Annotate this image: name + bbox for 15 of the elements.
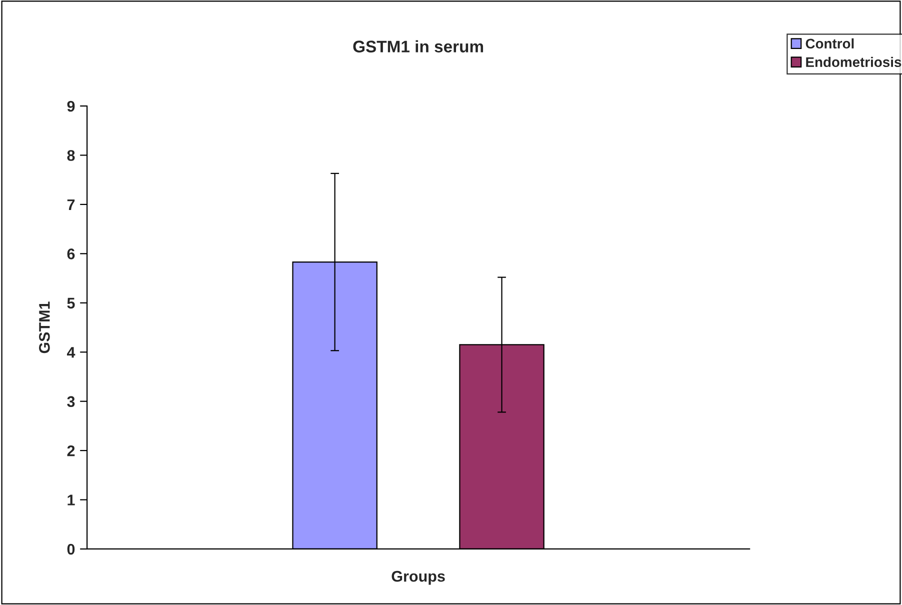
y-tick-label: 9: [67, 100, 75, 112]
y-tick-label: 0: [67, 544, 75, 555]
y-axis-title: GSTM1: [39, 302, 50, 354]
chart-title: GSTM1 in serum: [353, 40, 484, 52]
legend-label: Endometriosis: [806, 56, 902, 68]
y-tick-label: 6: [67, 248, 75, 260]
y-tick-label: 1: [68, 494, 75, 506]
y-tick-label: 4: [66, 347, 76, 358]
x-axis-title: Groups: [392, 570, 445, 585]
y-tick-label: 7: [67, 199, 75, 210]
legend-label: Control: [806, 38, 854, 49]
y-tick-label: 5: [67, 298, 75, 309]
y-tick-label: 2: [67, 445, 75, 456]
y-tick-label: 8: [67, 150, 75, 161]
y-tick-label: 3: [67, 396, 75, 408]
